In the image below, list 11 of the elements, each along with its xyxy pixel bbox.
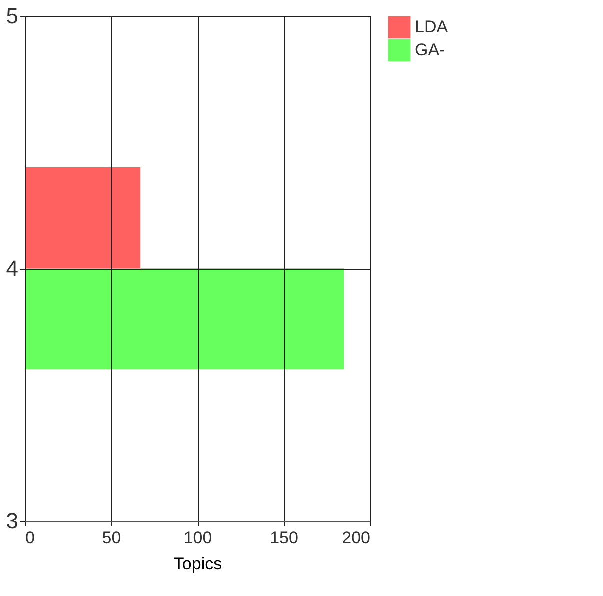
x-tick-label: 0 <box>26 528 35 548</box>
x-axis-title: Topics <box>174 554 222 574</box>
y-tick-label: 5 <box>6 4 18 28</box>
x-tick-label: 100 <box>184 528 212 548</box>
legend-label: LDA <box>415 18 449 36</box>
x-tick-label: 50 <box>102 528 122 548</box>
y-tick-label: 4 <box>6 256 18 281</box>
x-tick-label: 150 <box>270 528 298 548</box>
legend-label: GA- <box>415 40 446 60</box>
y-tick-label: 3 <box>6 508 18 534</box>
x-tick-label: 200 <box>342 528 370 548</box>
